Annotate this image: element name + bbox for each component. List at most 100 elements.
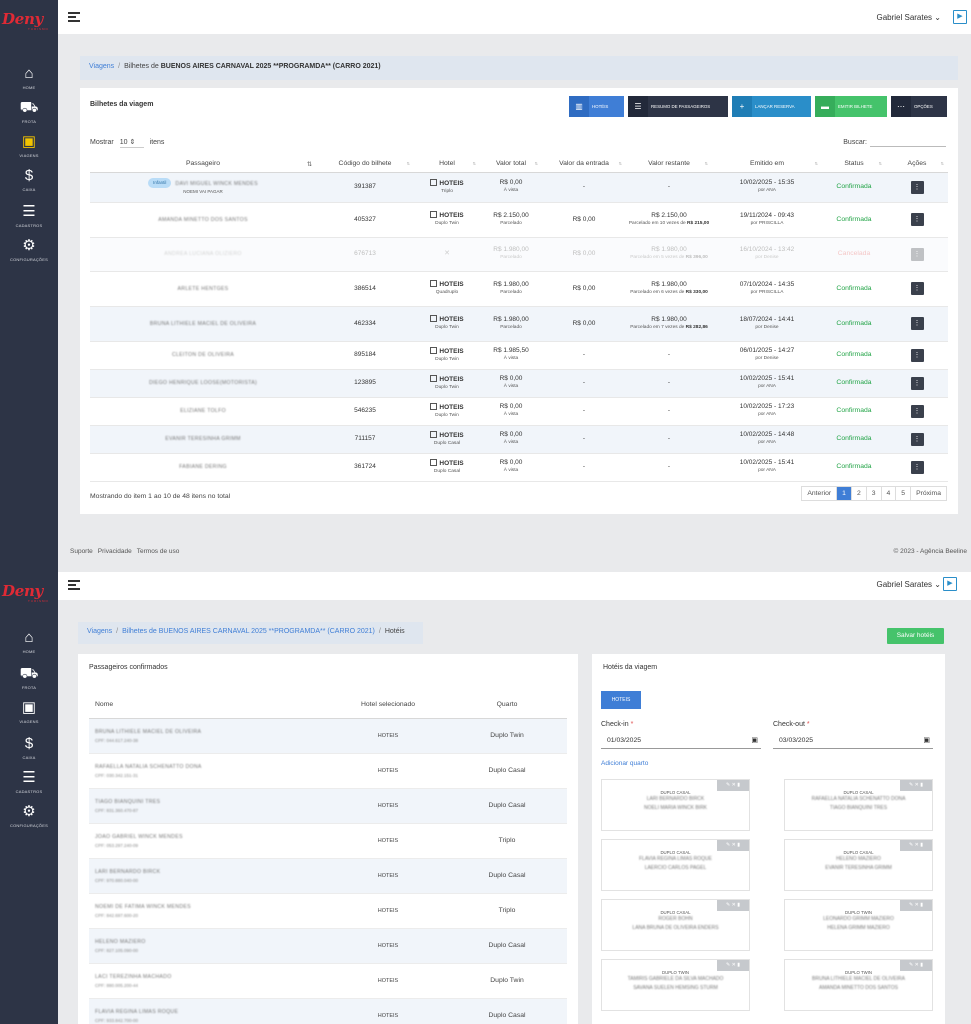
row-actions-button[interactable]: ⋮ <box>910 282 924 295</box>
passenger-name[interactable]: DIEGO HENRIQUE LOOSE(MOTORISTA) <box>149 380 257 386</box>
passenger-name[interactable]: EVANIR TERESINHA GRIMM <box>165 436 241 442</box>
room-tools-icon[interactable]: ✎ ✕ ▮ <box>717 780 749 791</box>
passenger-name[interactable]: FABIANE DERING <box>179 464 227 470</box>
room-card[interactable]: ✎ ✕ ▮ DUPLO TWIN TAMIRIS GABRIELE DA SILVA… <box>601 959 750 1011</box>
pager-page-2[interactable]: 2 <box>852 487 867 500</box>
room-tools-icon[interactable]: ✎ ✕ ▮ <box>900 780 932 791</box>
row-actions-button[interactable]: ⋮ <box>910 180 924 194</box>
sidebar-item-configuracoes[interactable]: ⚙ CONFIGURAÇÕES <box>0 238 58 263</box>
checkout-input[interactable]: 03/03/2025 ▣ <box>773 733 933 749</box>
room-card[interactable]: ✎ ✕ ▮ DUPLO CASAL HELENO MAZIERO EVANIR TER… <box>784 839 933 891</box>
checkin-input[interactable]: 01/03/2025 ▣ <box>601 733 761 749</box>
total-cell: R$ 1.980,00 Parcelado <box>480 237 542 272</box>
passenger-name[interactable]: DAVI MIGUEL WINCK MENDES <box>175 180 258 187</box>
room-card[interactable]: ✎ ✕ ▮ DUPLO TWIN BRUNA LITHIELE MACIEL DE … <box>784 959 933 1011</box>
column-label: Ações <box>907 160 927 168</box>
passenger-cpf: CPF: 880.005.200-44 <box>95 983 139 988</box>
sidebar-item-caixa[interactable]: $ CAIXA <box>0 736 58 761</box>
sort-icon: ⇅ <box>534 161 538 166</box>
footer-link-termos[interactable]: Termos de uso <box>136 548 180 555</box>
save-hotels-button[interactable]: Salvar hotéis <box>887 628 944 644</box>
col-codigo[interactable]: Código do bilhete ⇅ <box>316 156 414 173</box>
row-actions-button[interactable]: ⋮ <box>910 376 924 390</box>
user-menu[interactable]: Gabriel Sarates ⌄ <box>876 580 941 589</box>
footer-link-privacidade[interactable]: Privacidade <box>97 548 132 555</box>
add-reservation-button[interactable]: + LANÇAR RESERVA <box>732 96 811 117</box>
passenger-name[interactable]: BRUNA LITHIELE MACIEL DE OLIVEIRA <box>149 320 257 327</box>
logo[interactable]: Deny <box>2 10 43 28</box>
passenger-name[interactable]: ELIZIANE TOLFO <box>180 408 226 414</box>
row-actions-button[interactable]: ⋮ <box>910 348 924 362</box>
col-valor-restante[interactable]: Valor restante ⇅ <box>626 156 712 173</box>
room-tools-icon[interactable]: ✎ ✕ ▮ <box>717 840 749 851</box>
add-room-link[interactable]: Adicionar quarto <box>601 760 649 767</box>
passenger-name[interactable]: ANDREA LUCIANA OLIZIERO <box>164 251 242 257</box>
sidebar-item-viagens[interactable]: ▣ VIAGENS <box>0 134 58 159</box>
passenger-summary-button[interactable]: ☰ RESUMO DE PASSAGEIROS <box>628 96 728 117</box>
room-tools-icon[interactable]: ✎ ✕ ▮ <box>900 840 932 851</box>
pager-prev[interactable]: Anterior <box>802 487 838 500</box>
sidebar-item-home[interactable]: ⌂ HOME <box>0 630 58 655</box>
pager-page-3[interactable]: 3 <box>867 487 882 500</box>
menu-toggle-icon[interactable] <box>68 580 80 592</box>
pager-page-5[interactable]: 5 <box>896 487 912 500</box>
sidebar-item-viagens[interactable]: ▣ VIAGENS <box>0 700 58 725</box>
room-card[interactable]: ✎ ✕ ▮ DUPLO CASAL RAFAELLA NATALIA SCHENAT… <box>784 779 933 831</box>
issued-cell: 19/11/2024 - 09:43 por PRISCILLA <box>712 202 822 238</box>
calendar-icon[interactable]: ▣ <box>751 737 758 744</box>
row-actions-button[interactable]: ⋮ <box>910 432 924 446</box>
row-actions-button[interactable]: ⋮ <box>910 317 924 330</box>
room-card[interactable]: ✎ ✕ ▮ DUPLO CASAL FLAVIA REGINA LIMAS ROQU… <box>601 839 750 891</box>
col-hotel[interactable]: Hotel ⇅ <box>414 156 480 173</box>
breadcrumb-tickets[interactable]: Bilhetes de BUENOS AIRES CARNAVAL 2025 *… <box>122 628 375 635</box>
passenger-name[interactable]: AMANDA MINETTO DOS SANTOS <box>158 216 248 223</box>
pager-page-1[interactable]: 1 <box>837 487 852 500</box>
search-input[interactable] <box>870 137 946 147</box>
room-tools-icon[interactable]: ✎ ✕ ▮ <box>900 960 932 971</box>
row-actions-button[interactable]: ⋮ <box>910 460 924 474</box>
options-button[interactable]: ⋯ OPÇÕES <box>891 96 947 117</box>
breadcrumb-viagens[interactable]: Viagens <box>87 628 113 635</box>
room-tools-icon[interactable]: ✎ ✕ ▮ <box>900 900 932 911</box>
row-actions-button[interactable]: ⋮ <box>910 404 924 418</box>
payment-type: Parcelado <box>500 289 522 295</box>
user-menu[interactable]: Gabriel Sarates ⌄ <box>876 13 941 22</box>
sidebar-item-home[interactable]: ⌂ HOME <box>0 66 58 91</box>
breadcrumb-viagens[interactable]: Viagens <box>89 63 115 70</box>
col-acoes[interactable]: Ações ⇅ <box>886 156 948 173</box>
pager-page-4[interactable]: 4 <box>882 487 897 500</box>
room-tools-icon[interactable]: ✎ ✕ ▮ <box>717 960 749 971</box>
calendar-icon[interactable]: ▣ <box>923 737 930 744</box>
row-actions-button[interactable]: ⋮ <box>910 213 924 226</box>
room-tools-icon[interactable]: ✎ ✕ ▮ <box>717 900 749 911</box>
issue-ticket-button[interactable]: ▬ EMITIR BILHETE <box>815 96 887 117</box>
breadcrumb-trip: BUENOS AIRES CARNAVAL 2025 **PROGRAMDA**… <box>160 63 381 70</box>
hotel-tab[interactable]: HOTEIS <box>601 691 641 709</box>
footer-link-suporte[interactable]: Suporte <box>70 548 93 555</box>
col-valor-total[interactable]: Valor total ⇅ <box>480 156 542 173</box>
sidebar-item-cadastros[interactable]: ☰ CADASTROS <box>0 770 58 795</box>
col-valor-entrada[interactable]: Valor da entrada ⇅ <box>542 156 626 173</box>
passenger-cell: JOAO GABRIEL WINCK MENDES CPF: 053.297.24… <box>89 823 329 859</box>
play-icon[interactable]: ▶ <box>953 10 967 24</box>
col-status[interactable]: Status ⇅ <box>822 156 886 173</box>
menu-toggle-icon[interactable] <box>68 12 80 24</box>
passenger-name[interactable]: ARLETE HENTGES <box>177 285 229 292</box>
entries-select[interactable]: 10 ⇕ <box>119 138 144 148</box>
sidebar-item-caixa[interactable]: $ CAIXA <box>0 168 58 193</box>
sidebar-item-cadastros[interactable]: ☰ CADASTROS <box>0 204 58 229</box>
hotels-button[interactable]: ▥ HOTÉIS <box>569 96 624 117</box>
sidebar-item-frota[interactable]: ⛟ FROTA <box>0 100 58 125</box>
sidebar-item-frota[interactable]: ⛟ FROTA <box>0 666 58 691</box>
pager-next[interactable]: Próxima <box>916 490 941 497</box>
row-actions-button[interactable]: ⋮ <box>910 247 924 261</box>
play-icon[interactable]: ▶ <box>943 577 957 591</box>
sidebar-item-configuracoes[interactable]: ⚙ CONFIGURAÇÕES <box>0 804 58 829</box>
logo[interactable]: Deny <box>2 582 43 600</box>
room-card[interactable]: ✎ ✕ ▮ DUPLO TWIN LEONARDO GRIMM MAZIERO HEL… <box>784 899 933 951</box>
col-passageiro[interactable]: Passageiro ⇅ <box>90 156 316 173</box>
col-emitido-em[interactable]: Emitido em ⇅ <box>712 156 822 173</box>
room-card[interactable]: ✎ ✕ ▮ DUPLO CASAL ROGER BOHN LANA BRUNA DE … <box>601 899 750 951</box>
passenger-name[interactable]: CLEITON DE OLIVEIRA <box>171 352 235 358</box>
room-card[interactable]: ✎ ✕ ▮ DUPLO CASAL LARI BERNARDO BIRCK NOELI… <box>601 779 750 831</box>
